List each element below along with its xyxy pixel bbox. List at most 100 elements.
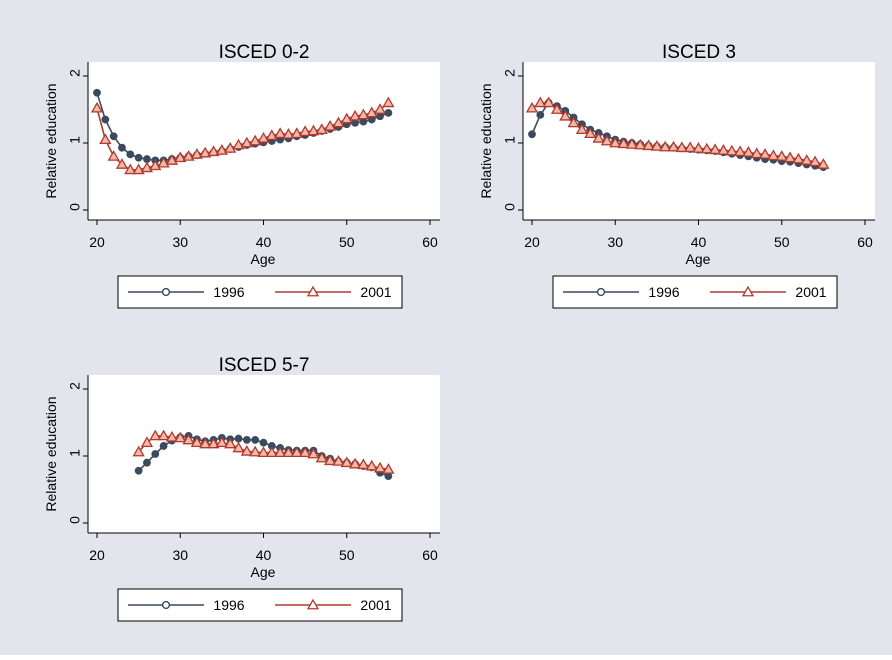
data-point [365, 106, 378, 118]
legend-marker [596, 287, 606, 297]
data-point [274, 127, 287, 139]
data-point [149, 429, 162, 441]
data-point [90, 101, 104, 113]
x-tick-label: 20 [89, 547, 105, 563]
data-point [584, 127, 597, 139]
data-point [348, 109, 362, 121]
y-tick-label: 0 [67, 516, 83, 524]
data-point [332, 116, 345, 128]
x-axis-label: Age [686, 251, 711, 267]
data-point [357, 458, 370, 470]
data-point [700, 142, 713, 154]
x-tick-label: 40 [691, 234, 707, 250]
data-point [315, 451, 328, 463]
data-point [592, 131, 605, 143]
data-point [717, 144, 730, 155]
data-point [384, 108, 393, 117]
data-point [143, 458, 151, 467]
panel-title: ISCED 3 [662, 42, 736, 63]
x-tick-label: 50 [339, 234, 355, 250]
data-point [307, 447, 320, 459]
data-point [634, 138, 647, 150]
data-point [224, 142, 237, 153]
data-point [307, 124, 320, 136]
legend: 1996 2001 [552, 275, 838, 309]
x-tick-label: 50 [339, 547, 355, 563]
data-point [215, 144, 228, 155]
data-point [224, 437, 237, 449]
data-point [323, 454, 337, 466]
y-tick-label: 1 [67, 136, 83, 144]
legend-item-2001: 2001 [275, 597, 392, 613]
data-point [750, 147, 763, 159]
legend-item-1996: 1996 [128, 597, 245, 613]
data-point [109, 132, 118, 141]
data-point [299, 125, 312, 137]
y-tick-label: 1 [502, 136, 518, 144]
data-point [232, 441, 245, 453]
legend-marker [306, 598, 320, 610]
y-tick-label: 1 [67, 449, 83, 457]
x-tick-label: 20 [524, 234, 540, 250]
data-point [190, 148, 204, 159]
y-axis-label: Relative education [478, 83, 494, 198]
data-point [675, 141, 688, 153]
data-point [642, 139, 655, 151]
data-point [199, 437, 212, 449]
data-point [536, 110, 545, 119]
x-tick-label: 60 [422, 234, 438, 250]
data-point [115, 158, 129, 169]
data-point [808, 155, 822, 167]
y-tick-label: 0 [502, 203, 518, 211]
legend-marker [161, 287, 171, 297]
data-point [242, 436, 251, 444]
data-point [290, 446, 303, 458]
data-point [99, 133, 112, 145]
data-point [609, 136, 622, 148]
legend-marker [741, 285, 755, 297]
data-point [323, 119, 337, 131]
data-point [534, 96, 547, 108]
data-point [107, 150, 120, 161]
data-point [165, 430, 179, 442]
data-point [282, 446, 295, 458]
data-point [93, 88, 101, 97]
data-point [667, 140, 680, 152]
data-point [174, 431, 187, 443]
x-tick-label: 30 [607, 234, 623, 250]
data-point [159, 442, 168, 450]
data-point [182, 433, 195, 445]
data-point [650, 140, 663, 151]
chart-panel-1: ISCED 0-2 0 1 2 Relative education 20 30 40 50 60… [43, 42, 440, 309]
data-point [600, 134, 614, 146]
legend-item-1996: 1996 [563, 284, 680, 300]
data-point [792, 152, 805, 164]
x-tick-label: 50 [774, 234, 790, 250]
data-point [126, 150, 135, 159]
data-point [734, 145, 747, 157]
data-point [315, 123, 328, 135]
x-axis-label: Age [251, 564, 276, 580]
x-axis-label: Age [251, 251, 276, 267]
data-point [382, 96, 395, 108]
legend-label: 2001 [360, 597, 391, 613]
data-point [257, 446, 270, 458]
data-point [132, 163, 145, 175]
legend-marker [306, 285, 320, 297]
data-point [143, 155, 151, 163]
x-tick-label: 60 [422, 547, 438, 563]
legend-item-1996: 1996 [128, 284, 245, 300]
legend-label: 1996 [213, 597, 244, 613]
data-point [118, 143, 126, 152]
data-point [525, 101, 539, 113]
data-point [528, 130, 536, 139]
data-point [348, 457, 362, 469]
data-point [575, 123, 589, 135]
data-point [134, 153, 143, 162]
x-tick-label: 30 [172, 547, 188, 563]
data-point [207, 145, 220, 157]
data-point [542, 96, 555, 108]
data-point [207, 437, 220, 449]
data-point [140, 436, 154, 448]
data-point [151, 450, 160, 458]
